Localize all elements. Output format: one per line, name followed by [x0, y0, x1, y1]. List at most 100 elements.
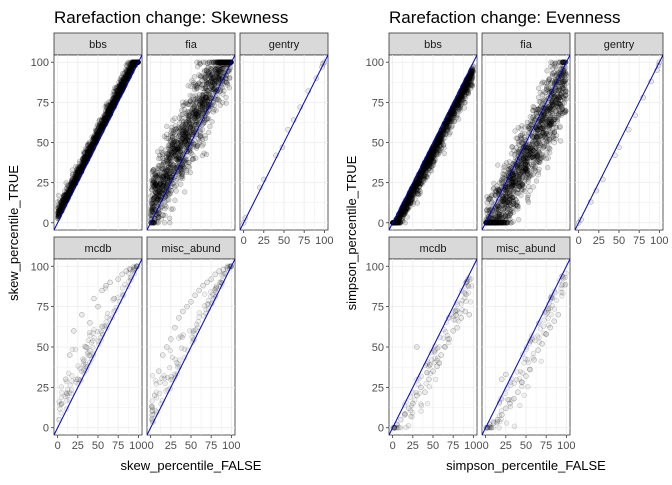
scatter-point — [192, 115, 197, 120]
scatter-point — [167, 216, 172, 221]
scatter-point — [167, 365, 172, 370]
scatter-point — [100, 288, 105, 293]
facet-strip-label: mcdb — [85, 243, 112, 255]
x-tick-label: 0 — [148, 440, 154, 452]
scatter-point — [418, 189, 423, 194]
scatter-point — [168, 336, 173, 341]
scatter-point — [173, 198, 178, 203]
scatter-point — [81, 362, 86, 367]
scatter-point — [227, 85, 232, 90]
scatter-point — [159, 163, 164, 168]
scatter-point — [191, 128, 196, 133]
scatter-point — [413, 185, 418, 190]
x-tick-label: 25 — [165, 440, 177, 452]
scatter-point — [116, 93, 121, 98]
scatter-point — [180, 164, 185, 169]
scatter-point — [448, 111, 453, 116]
scatter-point — [68, 383, 73, 388]
y-tick-label: 25 — [37, 382, 49, 394]
chart-title-evenness: Rarefaction change: Evenness — [389, 8, 621, 27]
facet-strip-label: fia — [520, 39, 533, 51]
scatter-point — [162, 376, 167, 381]
scatter-point — [196, 319, 201, 324]
scatter-point — [92, 327, 97, 332]
scatter-point — [108, 280, 113, 285]
y-tick-label: 25 — [37, 178, 49, 190]
scatter-point — [443, 124, 448, 129]
scatter-point — [438, 143, 443, 148]
scatter-point — [88, 333, 93, 338]
scatter-point — [112, 90, 117, 95]
scatter-point — [442, 151, 447, 156]
scatter-point — [178, 334, 183, 339]
scatter-point — [200, 143, 205, 148]
scatter-point — [188, 170, 193, 175]
scatter-point — [64, 391, 69, 396]
scatter-point — [86, 153, 91, 158]
scatter-point — [59, 395, 64, 400]
scatter-point — [156, 369, 161, 374]
scatter-point — [190, 152, 195, 157]
scatter-point — [73, 347, 78, 352]
facet-strip-label: gentry — [269, 39, 300, 51]
scatter-point — [174, 157, 179, 162]
scatter-point — [186, 116, 191, 121]
x-tick-label: 100 — [315, 235, 333, 247]
scatter-point — [186, 102, 191, 107]
scatter-point — [223, 60, 228, 65]
scatter-point — [150, 412, 155, 417]
y-tick-label: 25 — [372, 178, 384, 190]
y-tick-label: 0 — [378, 218, 384, 230]
scatter-point — [71, 328, 76, 333]
scatter-point — [104, 118, 109, 123]
x-tick-label: 0 — [55, 440, 61, 452]
scatter-point — [195, 83, 200, 88]
scatter-point — [217, 60, 222, 65]
y-tick-label: 0 — [43, 218, 49, 230]
scatter-point — [178, 182, 183, 187]
x-tick-label: 25 — [258, 235, 270, 247]
scatter-point — [79, 312, 84, 317]
scatter-point — [168, 161, 173, 166]
scatter-point — [166, 197, 171, 202]
facet-strip-label: misc_abund — [161, 243, 220, 255]
scatter-point — [205, 98, 210, 103]
scatter-point — [197, 315, 202, 320]
scatter-point — [188, 93, 193, 98]
scatter-point — [202, 151, 207, 156]
scatter-point — [192, 74, 197, 79]
scatter-point — [63, 377, 68, 382]
scatter-point — [79, 369, 84, 374]
scatter-point — [156, 156, 161, 161]
scatter-point — [152, 393, 157, 398]
scatter-point — [418, 172, 423, 177]
scatter-point — [169, 125, 174, 130]
scatter-point — [67, 190, 72, 195]
scatter-point — [224, 80, 229, 85]
scatter-point — [159, 146, 164, 151]
scatter-point — [59, 401, 64, 406]
x-tick-label: 75 — [112, 440, 124, 452]
scatter-point — [148, 213, 153, 218]
scatter-point — [160, 212, 165, 217]
scatter-point — [193, 293, 198, 298]
facet-fia: fia — [482, 33, 570, 230]
scatter-point — [200, 83, 205, 88]
y-tick-label: 75 — [37, 97, 49, 109]
scatter-point — [220, 100, 225, 105]
x-tick-label: 50 — [278, 235, 290, 247]
scatter-point — [172, 116, 177, 121]
scatter-point — [189, 84, 194, 89]
scatter-point — [195, 64, 200, 69]
scatter-point — [159, 182, 164, 187]
scatter-point — [165, 157, 170, 162]
x-tick-label: 75 — [205, 440, 217, 452]
scatter-point — [200, 78, 205, 83]
y-tick-label: 100 — [31, 57, 49, 69]
scatter-point — [459, 94, 464, 99]
scatter-point — [79, 166, 84, 171]
scatter-point — [86, 338, 91, 343]
